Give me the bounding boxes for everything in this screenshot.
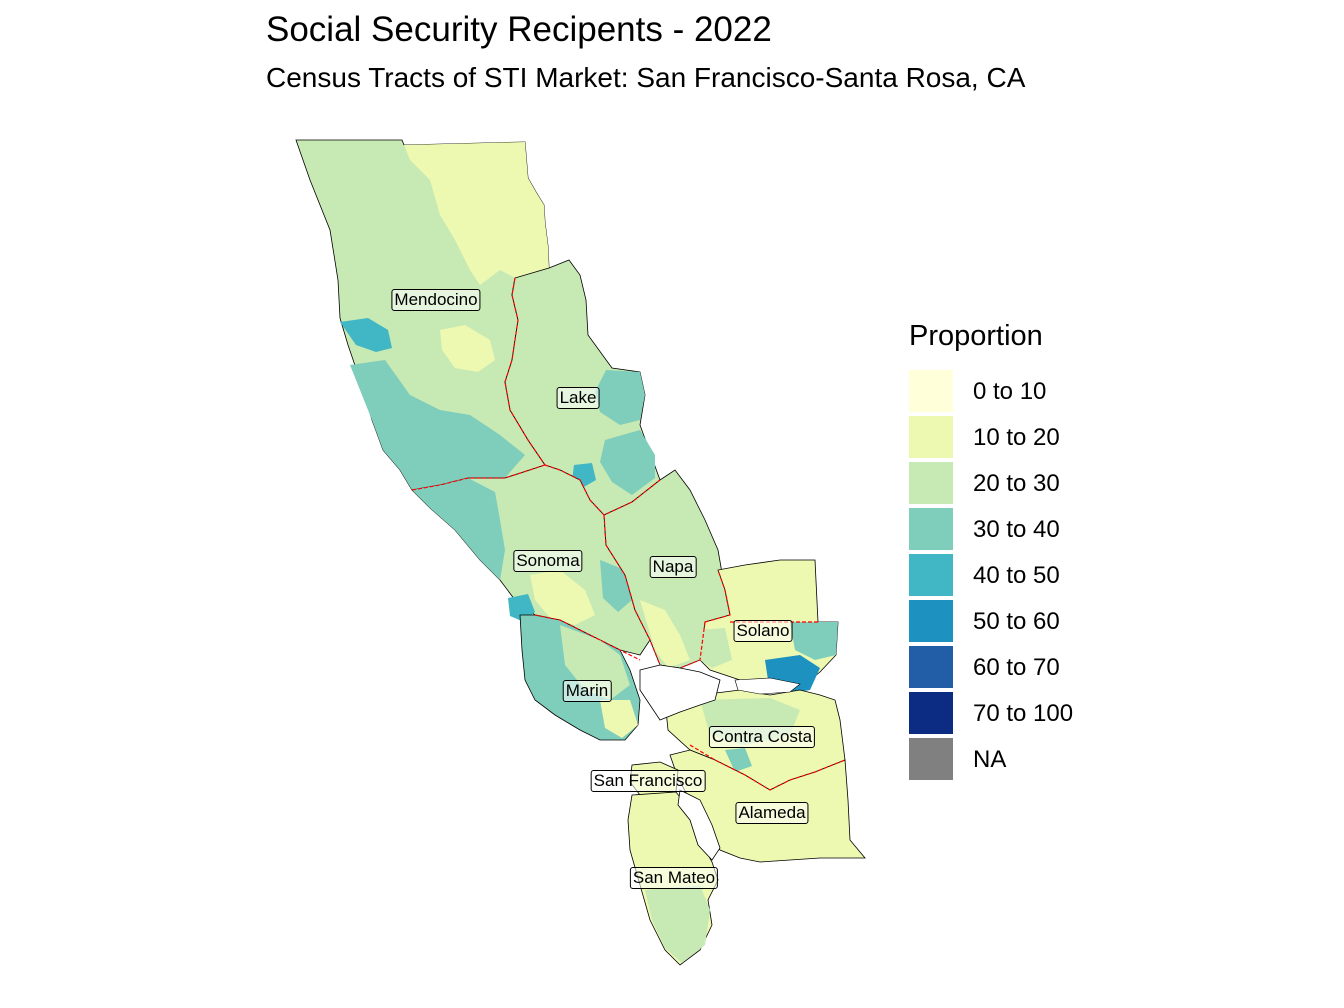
water-suisun-bay [734, 677, 801, 695]
county-label-lake: Lake [556, 387, 600, 409]
boundary-napa-solano [704, 569, 731, 623]
region-mendocino-fortbragg [340, 318, 392, 352]
legend-label: 40 to 50 [973, 562, 1060, 589]
legend-swatch [909, 692, 953, 736]
legend-swatch [909, 462, 953, 506]
legend-swatch [909, 370, 953, 414]
legend-item: NA [909, 737, 1073, 783]
legend-item: 60 to 70 [909, 645, 1073, 691]
region-marin-inland [560, 625, 630, 700]
county-label-san-mateo: San Mateo [629, 867, 719, 889]
region-sonoma-coast [412, 478, 505, 580]
legend-label: 50 to 60 [973, 608, 1060, 635]
region-sanmateo-south [645, 885, 710, 963]
legend-swatch [909, 738, 953, 782]
county-boundaries [411, 277, 846, 791]
boundary-mendocino-lake [504, 277, 546, 466]
county-label-marin: Marin [562, 680, 612, 702]
region-contracosta-central [725, 748, 752, 772]
boundary-lake-sonoma-napa [544, 464, 661, 516]
water-sf-bay [677, 789, 721, 861]
boundary-contracosta-alameda [689, 744, 846, 791]
county-label-contra-costa: Contra Costa [708, 726, 816, 748]
legend-label: 20 to 30 [973, 470, 1060, 497]
legend-label: 70 to 100 [973, 700, 1074, 727]
water-sanpablo-bay [639, 664, 721, 721]
boundary-sonoma-marin [534, 614, 641, 661]
legend-label: 60 to 70 [973, 654, 1060, 681]
map-title: Social Security Recipents - 2022 [266, 10, 772, 49]
region-lake-south [600, 430, 655, 495]
legend-label: 30 to 40 [973, 516, 1060, 543]
legend-item: 50 to 60 [909, 599, 1073, 645]
county-label-sonoma: Sonoma [513, 550, 583, 572]
legend-swatch [909, 508, 953, 552]
county-label-alameda: Alameda [735, 802, 809, 824]
region-solano-east [790, 622, 838, 660]
county-label-mendocino: Mendocino [391, 289, 481, 311]
legend-label: 10 to 20 [973, 424, 1060, 451]
map-subtitle: Census Tracts of STI Market: San Francis… [266, 62, 1026, 93]
region-napa-valley [640, 600, 690, 668]
legend-swatch [909, 646, 953, 690]
region-marin-bay [600, 700, 638, 738]
boundary-napa-solano-south [679, 621, 706, 669]
legend-item: 20 to 30 [909, 461, 1073, 507]
region-sonoma-santarosa [530, 570, 595, 625]
county-label-napa: Napa [649, 556, 697, 578]
legend-item: 70 to 100 [909, 691, 1073, 737]
legend: Proportion 0 to 10 10 to 20 20 to 30 30 … [909, 320, 1073, 783]
region-mendocino-east [404, 142, 549, 285]
legend-swatch [909, 416, 953, 460]
boundary-mendocino-sonoma [411, 464, 546, 491]
county-label-san-francisco: San Francisco [590, 770, 706, 792]
legend-item: 40 to 50 [909, 553, 1073, 599]
county-label-solano: Solano [733, 620, 793, 642]
legend-label: NA [973, 746, 1007, 773]
region-lake-clearlake [595, 370, 645, 425]
region-mendocino-coast [350, 360, 525, 490]
legend-swatch [909, 554, 953, 598]
region-solano-vallejo [700, 628, 732, 668]
legend-item: 0 to 10 [909, 369, 1073, 415]
legend-item: 10 to 20 [909, 415, 1073, 461]
boundary-sonoma-napa [603, 514, 661, 666]
legend-item: 30 to 40 [909, 507, 1073, 553]
legend-label: 0 to 10 [973, 378, 1047, 405]
region-mendocino-inland [440, 325, 495, 372]
legend-swatch [909, 600, 953, 644]
legend-title: Proportion [909, 320, 1043, 352]
